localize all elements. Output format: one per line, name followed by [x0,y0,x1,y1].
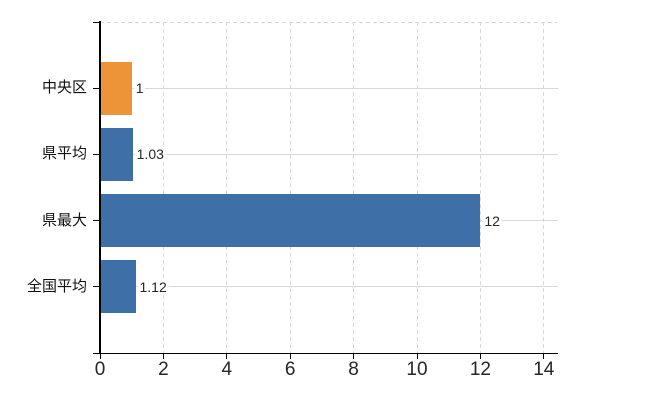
gridline-horizontal [100,153,558,155]
x-tick [162,353,164,359]
gridline-vertical [226,22,228,353]
x-tick [226,353,228,359]
bar-value-label: 12 [482,212,502,229]
x-tick-label: 8 [348,359,359,380]
y-tick [93,21,100,23]
x-tick [99,353,101,359]
bar [101,260,136,314]
y-tick [93,220,100,222]
x-tick-label: 0 [94,359,106,380]
x-tick-label: 6 [284,359,296,380]
x-tick-label: 12 [469,359,491,380]
x-tick [479,353,481,359]
gridline-vertical [353,22,355,353]
x-tick-label: 10 [406,359,428,380]
x-tick-label: 4 [221,359,233,380]
category-label: 全国平均 [26,277,87,295]
x-tick-label: 14 [533,359,555,380]
y-tick [93,352,100,354]
plot-top-border [100,22,558,23]
bar-value-label: 1 [133,80,146,97]
gridline-vertical [416,22,418,353]
y-tick [93,153,100,155]
x-tick-label: 2 [158,359,169,380]
x-tick [543,353,545,359]
gridline-horizontal [100,87,558,89]
x-tick [289,353,291,359]
gridline-horizontal [100,286,558,288]
x-tick [353,353,355,359]
category-label: 県最大 [41,211,87,229]
category-label: 中央区 [41,79,87,97]
gridline-vertical [479,22,481,353]
x-tick [416,353,418,359]
y-tick [93,286,100,288]
bar-value-label: 1.12 [137,278,169,295]
gridline-vertical [543,22,545,353]
x-axis-line [99,352,558,354]
y-tick [93,87,100,89]
gridline-vertical [289,22,291,353]
bar-value-label: 1.03 [134,146,166,163]
bar [101,61,132,115]
category-label: 県平均 [41,145,87,163]
y-axis-line [99,21,101,354]
gridline-vertical [162,22,164,353]
bar [101,194,481,248]
bar [101,127,133,181]
